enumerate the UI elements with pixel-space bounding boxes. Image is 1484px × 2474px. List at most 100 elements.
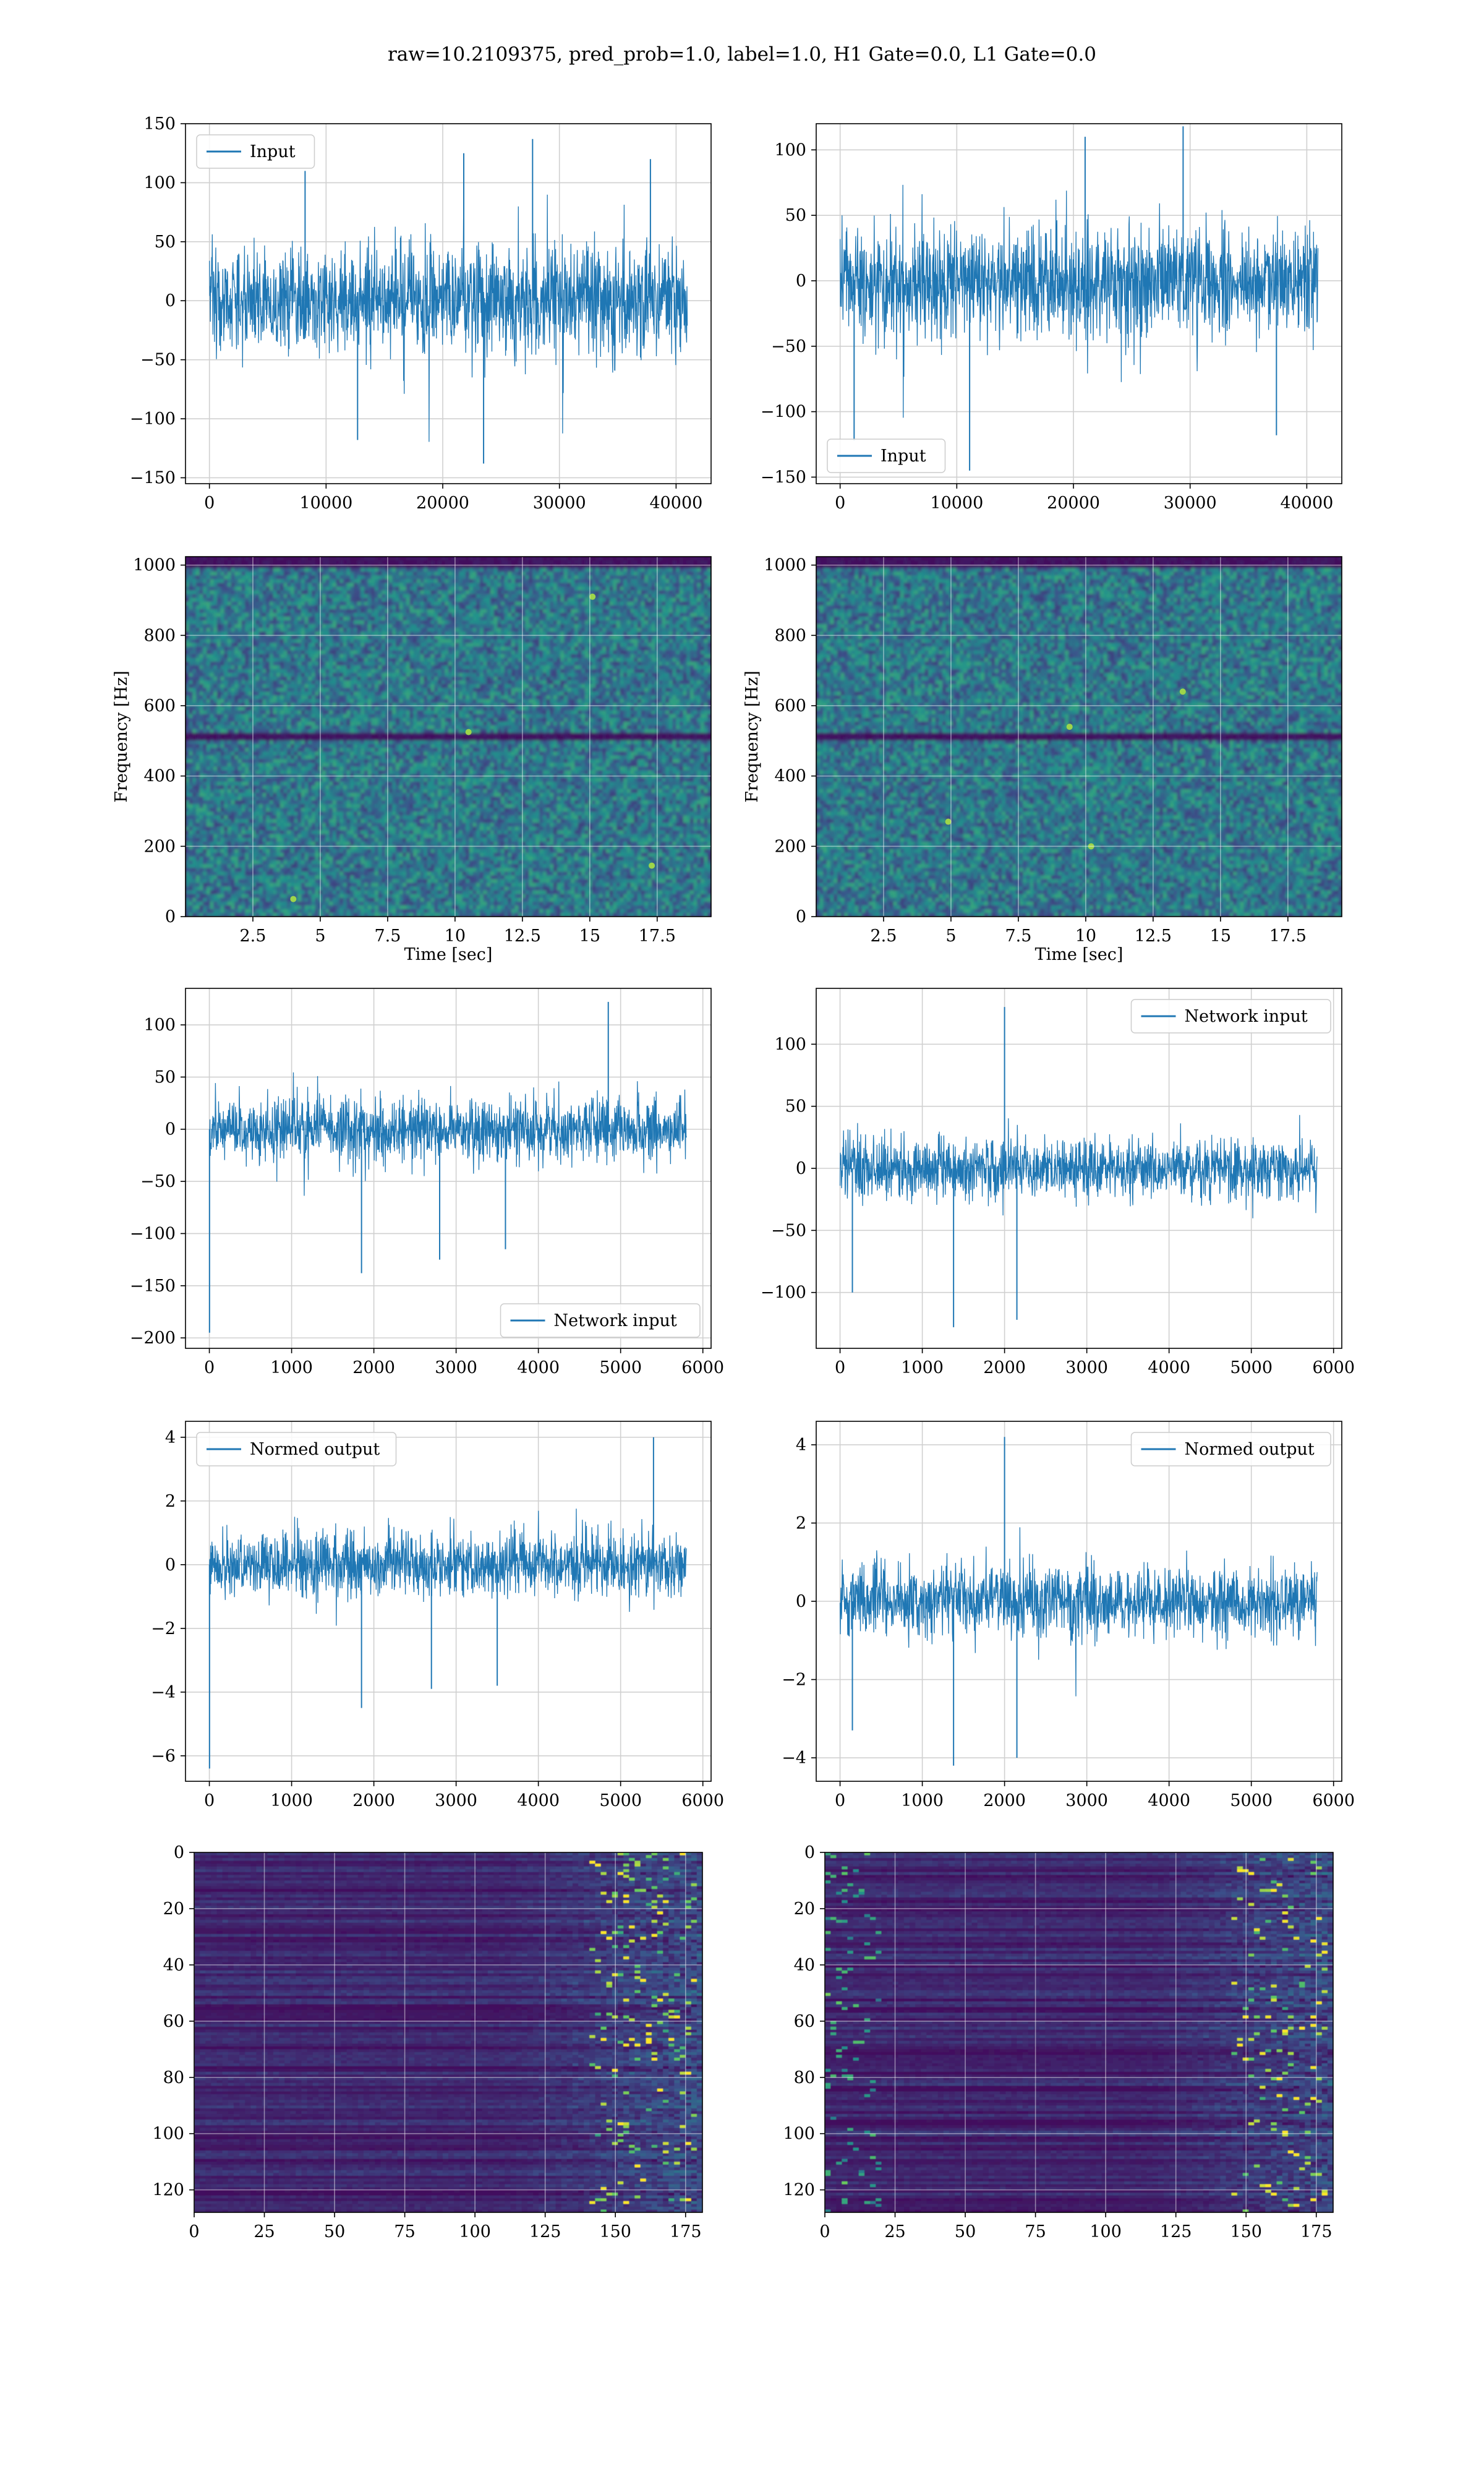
series-line	[839, 1115, 1318, 1218]
axes-frame	[194, 1852, 703, 2213]
y-tick-label: 100	[143, 1016, 176, 1035]
x-tick-label: 3000	[1065, 1791, 1108, 1810]
x-tick-label: 75	[394, 2222, 415, 2241]
x-tick-label: 15	[1210, 927, 1231, 946]
legend-label: Normed output	[1185, 1440, 1315, 1459]
x-axis-label: Time [sec]	[1035, 945, 1124, 964]
x-tick-label: 2.5	[239, 927, 266, 946]
y-tick-label: 100	[774, 140, 806, 160]
y-tick-label: 0	[796, 1159, 806, 1178]
suptitle: raw=10.2109375, pred_prob=1.0, label=1.0…	[388, 43, 1096, 66]
y-tick-label: 50	[785, 206, 806, 225]
x-tick-label: 125	[529, 2222, 561, 2241]
y-tick-label: 0	[165, 1120, 176, 1139]
axes-frame	[185, 556, 712, 917]
hot-spot	[589, 593, 596, 600]
panel-network-input-h1: 0 1000 2000 3000 4000 5000 6000−200−150−100−50…	[130, 988, 724, 1377]
legend-label: Network input	[1185, 1007, 1308, 1026]
y-tick-label: 50	[155, 1068, 176, 1087]
y-tick-label: 100	[152, 2125, 184, 2144]
x-tick-label: 0	[204, 1358, 215, 1377]
x-tick-label: 30000	[1164, 494, 1217, 513]
series-line	[839, 1527, 1318, 1697]
y-tick-label: 4	[796, 1436, 806, 1455]
y-tick-label: 60	[163, 2012, 184, 2031]
x-tick-label: 1000	[901, 1358, 944, 1377]
y-tick-label: 60	[794, 2012, 815, 2031]
x-tick-label: 5000	[1230, 1791, 1273, 1810]
legend: Normed output	[196, 1432, 397, 1466]
x-tick-label: 2000	[983, 1358, 1026, 1377]
y-tick-label: −4	[782, 1748, 806, 1768]
x-tick-label: 4000	[1148, 1358, 1190, 1377]
series-line	[208, 1509, 687, 1626]
x-tick-label: 17.5	[639, 927, 676, 946]
y-tick-label: 0	[165, 291, 176, 310]
y-tick-label: 400	[143, 767, 176, 786]
x-tick-label: 25	[884, 2222, 905, 2241]
x-tick-label: 2000	[983, 1791, 1026, 1810]
x-tick-label: 5000	[599, 1358, 642, 1377]
y-tick-label: 0	[165, 1556, 176, 1575]
hot-spot	[465, 729, 472, 735]
y-tick-label: −2	[151, 1619, 176, 1638]
x-tick-label: 0	[819, 2222, 830, 2241]
x-tick-label: 15	[579, 927, 600, 946]
panel-features-l1: 0 25 50 75 100 125 150 175 0 20 40 60 80 100 120	[783, 1843, 1334, 2241]
panel-normed-output-h1: 0 1000 2000 3000 4000 5000 6000 −6 −4 −2 0 2 4 Normed…	[151, 1421, 724, 1810]
x-tick-label: 175	[670, 2222, 702, 2241]
y-tick-label: −100	[761, 1283, 806, 1303]
y-tick-label: 0	[174, 1843, 184, 1862]
axes-frame	[816, 556, 1342, 917]
x-tick-label: 5000	[1230, 1358, 1273, 1377]
x-tick-label: 10000	[299, 494, 352, 513]
x-tick-label: 150	[1230, 2222, 1262, 2241]
hot-spot	[1066, 724, 1073, 730]
legend: Input	[196, 134, 315, 169]
heatmap-image	[825, 1852, 1333, 2212]
x-tick-label: 20000	[416, 494, 469, 513]
panel-input-l1: 0 10000 20000 30000 40000 −150 −100 −50 0 50 100 In…	[761, 123, 1342, 513]
x-tick-label: 25	[254, 2222, 275, 2241]
legend-label: Input	[881, 447, 926, 466]
heatmap-image	[816, 557, 1342, 917]
y-tick-label: −150	[761, 468, 806, 487]
x-tick-label: 0	[835, 1791, 845, 1810]
x-tick-label: 125	[1160, 2222, 1192, 2241]
axes-frame	[824, 1852, 1334, 2213]
x-tick-label: 12.5	[1135, 927, 1172, 946]
x-tick-label: 6000	[681, 1358, 724, 1377]
y-tick-label: 200	[143, 837, 176, 856]
x-tick-label: 100	[1090, 2222, 1122, 2241]
y-tick-label: −100	[130, 1224, 176, 1243]
x-tick-label: 5000	[599, 1791, 642, 1810]
y-tick-label: 40	[163, 1956, 184, 1975]
y-tick-label: −50	[771, 337, 806, 356]
y-tick-label: −2	[782, 1671, 806, 1690]
y-tick-label: 1000	[764, 556, 806, 575]
y-tick-label: 2	[165, 1492, 176, 1511]
y-tick-label: −4	[151, 1683, 176, 1702]
legend: Network input	[500, 1303, 701, 1338]
x-tick-label: 7.5	[1005, 927, 1031, 946]
series-line	[209, 194, 688, 442]
grid-lines	[186, 557, 711, 917]
panel-spectrogram-h1: 2.5 5 7.5 10 12.5 15 17.5 0 200 400 600 800 1000 Time…	[112, 556, 712, 964]
x-tick-label: 4000	[517, 1358, 560, 1377]
x-tick-label: 10000	[930, 494, 983, 513]
x-tick-label: 6000	[1312, 1791, 1355, 1810]
x-tick-label: 5	[945, 927, 956, 946]
x-tick-label: 2000	[352, 1791, 395, 1810]
y-tick-label: 0	[796, 907, 806, 927]
y-tick-label: 200	[774, 837, 806, 856]
y-tick-label: −150	[130, 1277, 176, 1296]
axes-frame	[816, 123, 1342, 484]
hot-spot	[649, 862, 655, 869]
heatmap-image	[186, 557, 711, 917]
hot-spot	[1179, 688, 1186, 695]
x-tick-label: 10	[1075, 927, 1096, 946]
x-tick-label: 30000	[533, 494, 586, 513]
y-tick-label: 100	[774, 1035, 806, 1054]
y-tick-label: −100	[130, 409, 176, 429]
legend: Network input	[1130, 999, 1331, 1034]
